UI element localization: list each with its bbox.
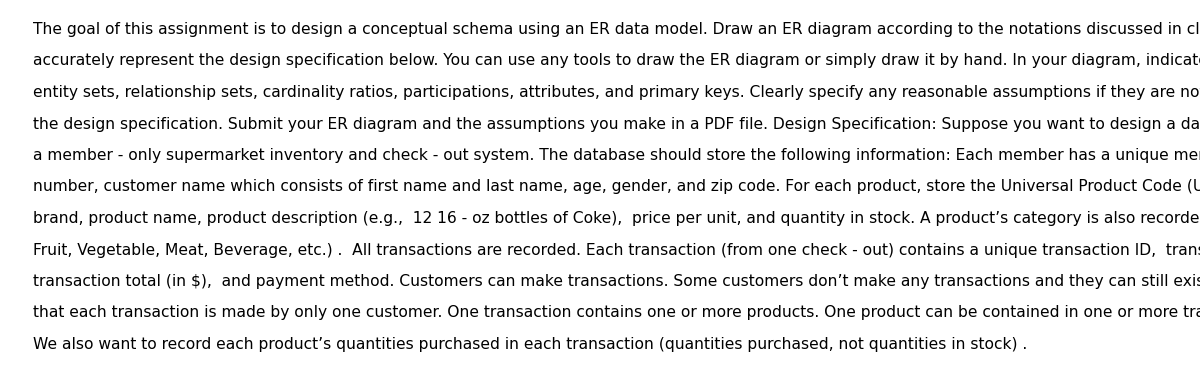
Text: a member - only supermarket inventory and check - out system. The database shoul: a member - only supermarket inventory an… xyxy=(34,148,1200,163)
Text: transaction total (in $),  and payment method. Customers can make transactions. : transaction total (in $), and payment me… xyxy=(34,274,1200,289)
Text: number, customer name which consists of first name and last name, age, gender, a: number, customer name which consists of … xyxy=(34,180,1200,195)
Text: brand, product name, product description (e.g.,  12 16 - oz bottles of Coke),  p: brand, product name, product description… xyxy=(34,211,1200,226)
Text: We also want to record each product’s quantities purchased in each transaction (: We also want to record each product’s qu… xyxy=(34,337,1027,352)
Text: accurately represent the design specification below. You can use any tools to dr: accurately represent the design specific… xyxy=(34,54,1200,68)
Text: Fruit, Vegetable, Meat, Beverage, etc.) .  All transactions are recorded. Each t: Fruit, Vegetable, Meat, Beverage, etc.) … xyxy=(34,243,1200,257)
Text: The goal of this assignment is to design a conceptual schema using an ER data mo: The goal of this assignment is to design… xyxy=(34,22,1200,37)
Text: entity sets, relationship sets, cardinality ratios, participations, attributes, : entity sets, relationship sets, cardinal… xyxy=(34,85,1200,100)
Text: that each transaction is made by only one customer. One transaction contains one: that each transaction is made by only on… xyxy=(34,305,1200,321)
Text: the design specification. Submit your ER diagram and the assumptions you make in: the design specification. Submit your ER… xyxy=(34,116,1200,132)
